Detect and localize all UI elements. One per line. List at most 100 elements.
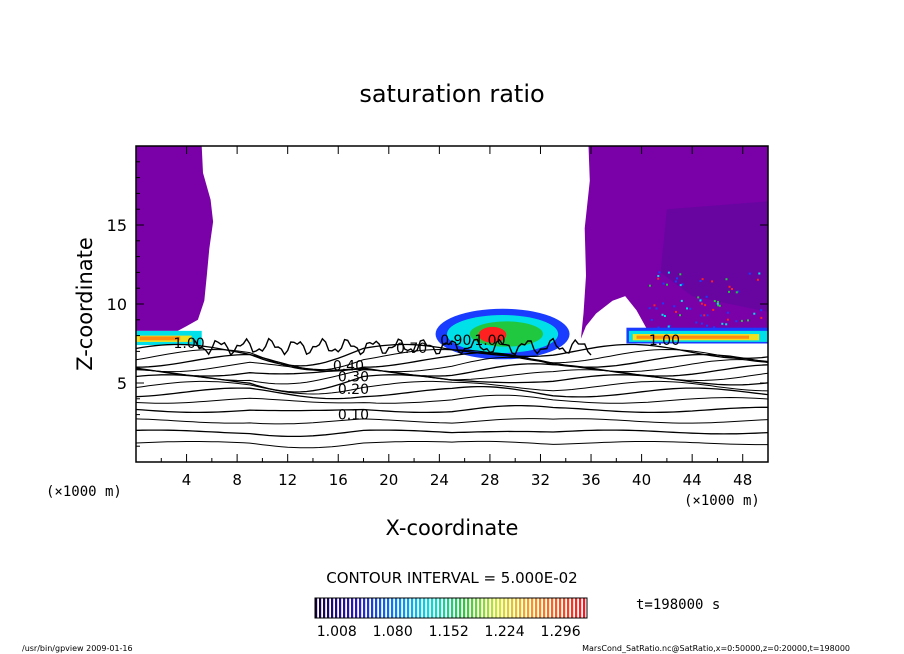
speckle	[657, 326, 660, 329]
speckle	[760, 316, 763, 319]
speckle	[661, 313, 664, 316]
speckle	[717, 304, 720, 307]
colorbar-swatch	[503, 598, 506, 618]
speckle	[679, 284, 682, 287]
colorbar-swatch	[335, 598, 338, 618]
speckle	[700, 302, 703, 305]
colorbar-swatch	[319, 598, 322, 618]
band-left-orange	[139, 336, 181, 341]
speckle	[718, 304, 721, 307]
colorbar-swatch	[399, 598, 402, 618]
colorbar-swatch	[571, 598, 574, 618]
colorbar-swatch	[323, 598, 326, 618]
colorbar-label: 1.008	[317, 624, 357, 640]
colorbar-swatch	[375, 598, 378, 618]
colorbar-swatch	[343, 598, 346, 618]
colorbar-swatch	[415, 598, 418, 618]
colorbar-swatch	[383, 598, 386, 618]
speckle	[717, 301, 719, 303]
colorbar-label: 1.080	[373, 624, 413, 640]
speckle	[653, 304, 656, 307]
speckle	[663, 315, 666, 317]
colorbar-swatch	[443, 598, 446, 618]
contour-line	[135, 429, 769, 438]
speckle	[686, 307, 688, 310]
speckle	[725, 278, 728, 281]
colorbar-swatch	[371, 598, 374, 618]
x-tick-label: 40	[632, 471, 651, 489]
colorbar-swatch	[579, 598, 582, 618]
colorbar-swatches	[315, 598, 586, 618]
colorbar-swatch	[395, 598, 398, 618]
speckle	[675, 310, 677, 313]
speckle	[674, 280, 677, 283]
colorbar-swatch	[331, 598, 334, 618]
colorbar-swatch	[483, 598, 486, 618]
colorbar-swatch	[471, 598, 474, 618]
speckle	[713, 300, 716, 302]
contour-line	[135, 369, 769, 385]
colorbar-swatch	[363, 598, 366, 618]
contour-label: 0.40	[333, 358, 364, 374]
speckle	[699, 299, 702, 302]
speckle	[699, 280, 702, 282]
x-unit-left: (×1000 m)	[46, 484, 122, 500]
x-unit-right: (×1000 m)	[684, 493, 760, 509]
speckle	[726, 318, 729, 321]
speckle	[735, 320, 738, 323]
speckle	[700, 322, 703, 325]
speckle	[711, 280, 714, 283]
y-tick-label: 15	[107, 216, 127, 235]
colorbar-swatch	[583, 598, 586, 618]
x-tick-label: 32	[531, 471, 550, 489]
colorbar-swatch	[499, 598, 502, 618]
speckle	[648, 284, 651, 287]
x-tick-label: 12	[278, 471, 297, 489]
speckle	[716, 302, 719, 305]
speckle	[747, 319, 749, 322]
colorbar-label: 1.296	[541, 624, 581, 640]
speckle	[676, 277, 678, 280]
colorbar-labels: 1.008 1.080 1.152 1.224 1.296	[317, 624, 581, 640]
speckle	[735, 291, 738, 294]
contour-line-cloud-base	[192, 337, 592, 357]
speckle	[673, 305, 676, 308]
speckle	[713, 326, 716, 329]
colorbar-swatch	[407, 598, 410, 618]
colorbar-swatch	[463, 598, 466, 618]
colorbar-swatch	[567, 598, 570, 618]
colorbar-swatch	[575, 598, 578, 618]
colorbar-swatch	[487, 598, 490, 618]
speckle	[721, 322, 724, 325]
speckle	[648, 307, 651, 310]
speckle	[667, 327, 670, 330]
contour-interval-text: CONTOUR INTERVAL = 5.000E-02	[326, 569, 577, 587]
y-tick-label: 5	[117, 374, 127, 393]
contour-lines	[135, 337, 769, 449]
footer-left: /usr/bin/gpview 2009-01-16	[22, 644, 133, 653]
y-axis-ticks: 5 10 15	[107, 161, 768, 447]
x-tick-label: 36	[581, 471, 600, 489]
colorbar-swatch	[475, 598, 478, 618]
colorbar-swatch	[315, 598, 318, 618]
speckle	[662, 302, 665, 305]
speckle	[655, 307, 658, 310]
colorbar-swatch	[523, 598, 526, 618]
speckle	[689, 307, 692, 310]
colorbar-swatch	[495, 598, 498, 618]
speckle	[703, 314, 706, 317]
colorbar-swatch	[439, 598, 442, 618]
contour-line	[135, 418, 769, 425]
speckle	[662, 282, 665, 285]
speckle	[706, 324, 708, 327]
speckle	[700, 314, 703, 317]
contour-line	[135, 440, 768, 449]
speckle	[695, 321, 698, 324]
colorbar-swatch	[551, 598, 554, 618]
colorbar-swatch	[491, 598, 494, 618]
colorbar-swatch	[455, 598, 458, 618]
colorbar-swatch	[459, 598, 462, 618]
contour-label: 1.00	[474, 333, 505, 349]
